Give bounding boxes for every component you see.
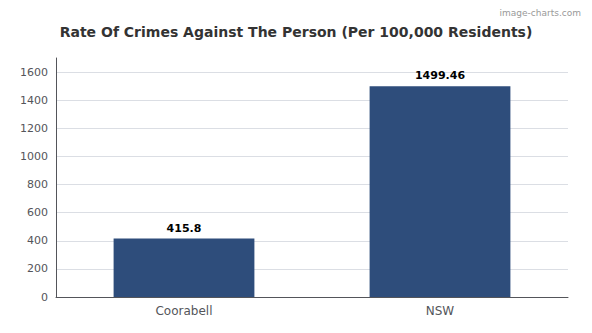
svg-text:1499.46: 1499.46: [415, 69, 465, 82]
svg-text:Coorabell: Coorabell: [155, 304, 212, 318]
svg-text:200: 200: [27, 262, 48, 275]
svg-text:1200: 1200: [20, 122, 48, 135]
svg-text:1600: 1600: [20, 66, 48, 79]
svg-text:400: 400: [27, 234, 48, 247]
svg-text:800: 800: [27, 178, 48, 191]
svg-text:600: 600: [27, 206, 48, 219]
svg-text:1000: 1000: [20, 150, 48, 163]
svg-text:image-charts.com: image-charts.com: [500, 8, 581, 18]
svg-text:1400: 1400: [20, 94, 48, 107]
svg-text:415.8: 415.8: [167, 222, 202, 235]
svg-text:NSW: NSW: [426, 304, 455, 318]
svg-text:0: 0: [41, 291, 48, 304]
svg-text:Rate Of Crimes Against The Per: Rate Of Crimes Against The Person (Per 1…: [60, 24, 533, 40]
